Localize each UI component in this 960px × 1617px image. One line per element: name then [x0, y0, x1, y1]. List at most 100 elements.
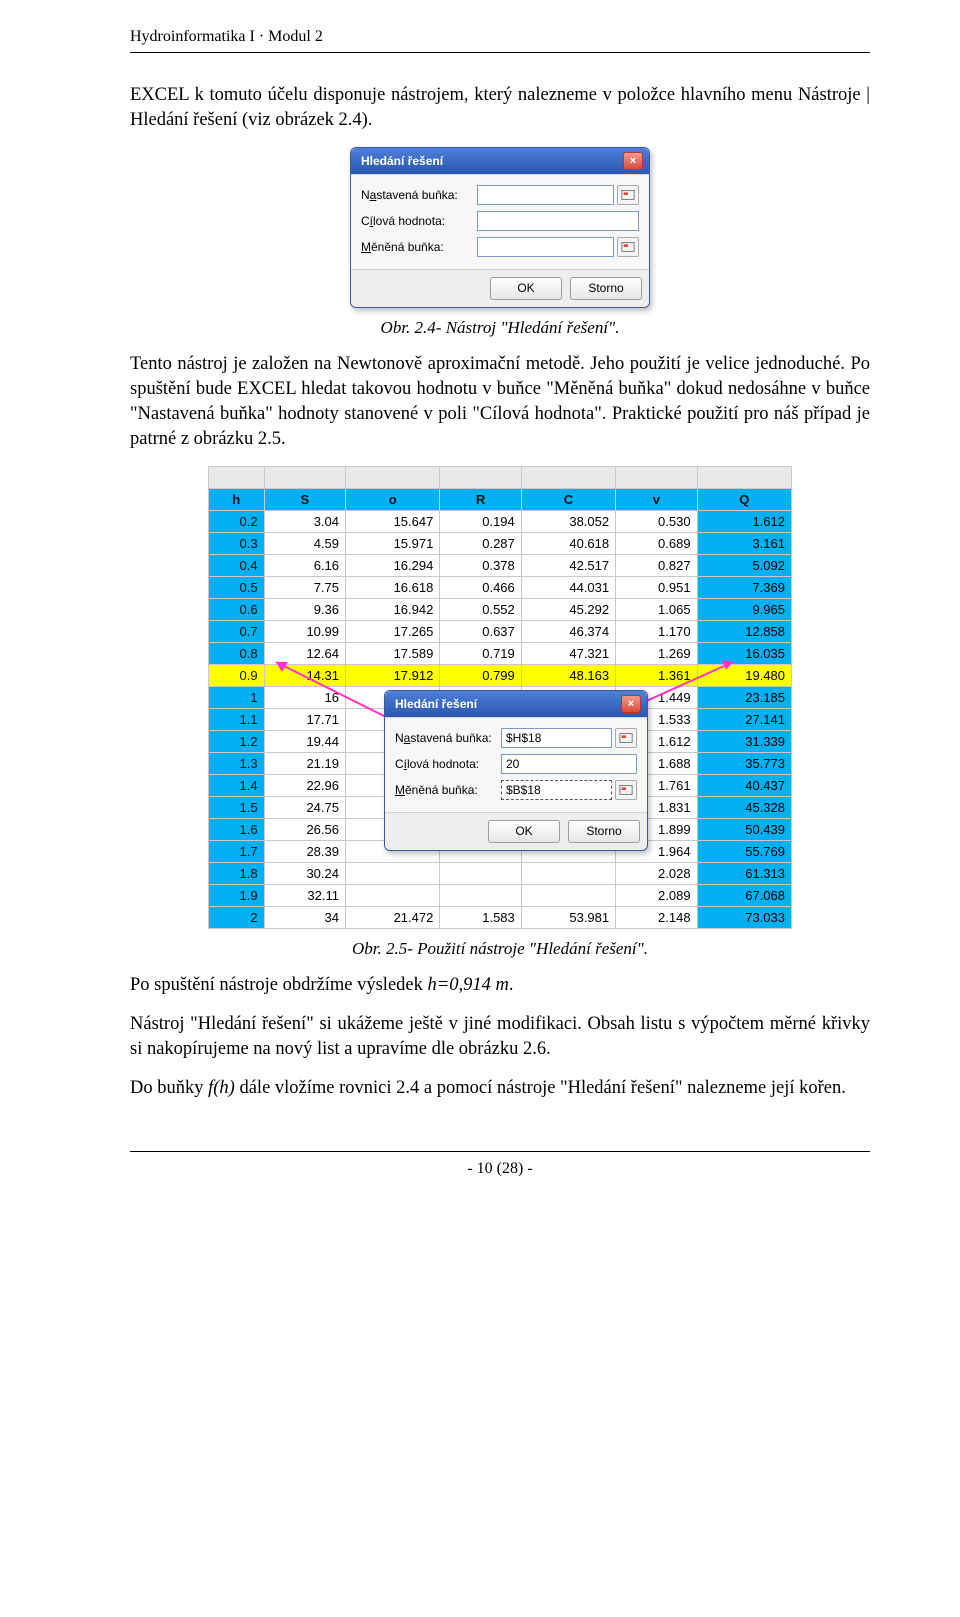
cell[interactable]: 19.44	[264, 730, 345, 752]
cell[interactable]: 14.31	[264, 664, 345, 686]
cell[interactable]: 32.11	[264, 884, 345, 906]
change-input[interactable]	[477, 237, 614, 257]
cell[interactable]	[440, 884, 521, 906]
ref-picker-icon[interactable]	[615, 780, 637, 800]
cell[interactable]: 45.328	[697, 796, 791, 818]
cell[interactable]	[346, 862, 440, 884]
cell[interactable]: 1.5	[209, 796, 265, 818]
set-cell-input[interactable]	[477, 185, 614, 205]
cell[interactable]: 61.313	[697, 862, 791, 884]
cell[interactable]: 1.2	[209, 730, 265, 752]
cell[interactable]: 1.361	[616, 664, 697, 686]
cancel-button[interactable]: Storno	[568, 820, 640, 843]
cell[interactable]: 24.75	[264, 796, 345, 818]
set-cell-input[interactable]: $H$18	[501, 728, 612, 748]
cell[interactable]: 10.99	[264, 620, 345, 642]
cell[interactable]	[521, 862, 615, 884]
cell[interactable]: 7.75	[264, 576, 345, 598]
cell[interactable]: 12.64	[264, 642, 345, 664]
cell[interactable]: 0.5	[209, 576, 265, 598]
close-icon[interactable]: ×	[623, 152, 643, 170]
cell[interactable]: 0.689	[616, 532, 697, 554]
cell[interactable]: 16.035	[697, 642, 791, 664]
cell[interactable]: 1	[209, 686, 265, 708]
cell[interactable]: 0.530	[616, 510, 697, 532]
cell[interactable]: 1.583	[440, 906, 521, 928]
cell[interactable]: 0.719	[440, 642, 521, 664]
cell[interactable]: 6.16	[264, 554, 345, 576]
cell[interactable]: 0.9	[209, 664, 265, 686]
cell[interactable]: 19.480	[697, 664, 791, 686]
cell[interactable]: 16	[264, 686, 345, 708]
cell[interactable]: 0.6	[209, 598, 265, 620]
cell[interactable]: 2.089	[616, 884, 697, 906]
cell[interactable]	[346, 884, 440, 906]
cell[interactable]: 31.339	[697, 730, 791, 752]
cell[interactable]: 0.7	[209, 620, 265, 642]
cell[interactable]: 16.294	[346, 554, 440, 576]
cell[interactable]	[521, 884, 615, 906]
cell[interactable]: 0.194	[440, 510, 521, 532]
cell[interactable]: 1.7	[209, 840, 265, 862]
cell[interactable]: 7.369	[697, 576, 791, 598]
cell[interactable]: 12.858	[697, 620, 791, 642]
cell[interactable]: 3.161	[697, 532, 791, 554]
cell[interactable]: 0.552	[440, 598, 521, 620]
target-input[interactable]: 20	[501, 754, 637, 774]
cell[interactable]: 73.033	[697, 906, 791, 928]
cell[interactable]: 35.773	[697, 752, 791, 774]
cell[interactable]	[440, 862, 521, 884]
cell[interactable]: 0.827	[616, 554, 697, 576]
cell[interactable]: 0.2	[209, 510, 265, 532]
cell[interactable]: 0.951	[616, 576, 697, 598]
cell[interactable]: 15.971	[346, 532, 440, 554]
cell[interactable]: 0.4	[209, 554, 265, 576]
cell[interactable]: 22.96	[264, 774, 345, 796]
ref-picker-icon[interactable]	[615, 728, 637, 748]
close-icon[interactable]: ×	[621, 695, 641, 713]
cell[interactable]: 40.437	[697, 774, 791, 796]
cell[interactable]: 2.028	[616, 862, 697, 884]
cell[interactable]: 1.269	[616, 642, 697, 664]
cell[interactable]: 38.052	[521, 510, 615, 532]
cell[interactable]: 21.19	[264, 752, 345, 774]
ref-picker-icon[interactable]	[617, 237, 639, 257]
dialog-titlebar[interactable]: Hledání řešení ×	[385, 691, 647, 717]
cell[interactable]: 17.589	[346, 642, 440, 664]
cell[interactable]: 1.4	[209, 774, 265, 796]
cell[interactable]: 17.265	[346, 620, 440, 642]
cell[interactable]: 28.39	[264, 840, 345, 862]
cell[interactable]: 5.092	[697, 554, 791, 576]
cell[interactable]: 55.769	[697, 840, 791, 862]
cell[interactable]: 48.163	[521, 664, 615, 686]
cell[interactable]: 0.287	[440, 532, 521, 554]
cell[interactable]: 9.36	[264, 598, 345, 620]
ref-picker-icon[interactable]	[617, 185, 639, 205]
cell[interactable]: 16.618	[346, 576, 440, 598]
cell[interactable]: 1.9	[209, 884, 265, 906]
cell[interactable]: 1.6	[209, 818, 265, 840]
cell[interactable]: 0.799	[440, 664, 521, 686]
cell[interactable]: 16.942	[346, 598, 440, 620]
cell[interactable]: 0.8	[209, 642, 265, 664]
cell[interactable]: 15.647	[346, 510, 440, 532]
ok-button[interactable]: OK	[488, 820, 560, 843]
cell[interactable]: 26.56	[264, 818, 345, 840]
cell[interactable]: 23.185	[697, 686, 791, 708]
cell[interactable]: 42.517	[521, 554, 615, 576]
cell[interactable]: 1.3	[209, 752, 265, 774]
cell[interactable]: 47.321	[521, 642, 615, 664]
cell[interactable]: 50.439	[697, 818, 791, 840]
cell[interactable]: 1.065	[616, 598, 697, 620]
cell[interactable]: 17.71	[264, 708, 345, 730]
cell[interactable]: 30.24	[264, 862, 345, 884]
cell[interactable]: 0.3	[209, 532, 265, 554]
cell[interactable]: 1.8	[209, 862, 265, 884]
cell[interactable]: 0.466	[440, 576, 521, 598]
cell[interactable]: 3.04	[264, 510, 345, 532]
cell[interactable]: 45.292	[521, 598, 615, 620]
cell[interactable]: 21.472	[346, 906, 440, 928]
cell[interactable]: 0.378	[440, 554, 521, 576]
cell[interactable]: 0.637	[440, 620, 521, 642]
cell[interactable]: 17.912	[346, 664, 440, 686]
